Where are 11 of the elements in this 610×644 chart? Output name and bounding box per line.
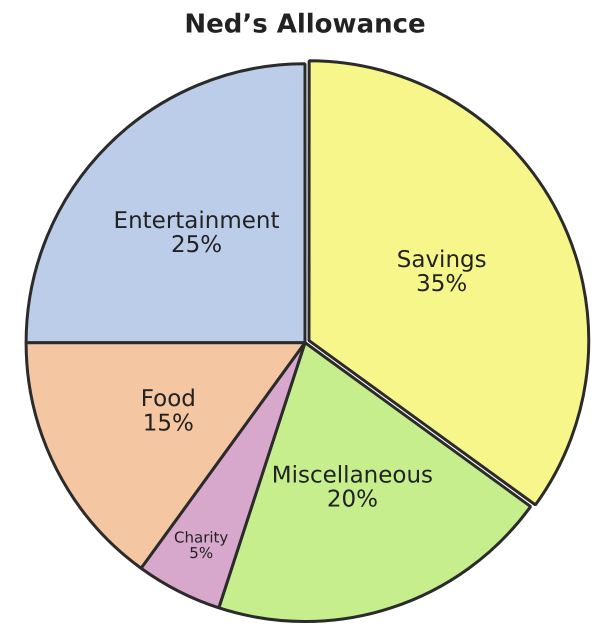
data-label: 20%: [326, 486, 378, 513]
slice-label: Entertainment: [114, 208, 280, 234]
slice-label: Miscellaneous: [272, 462, 434, 488]
slice-label: Savings: [396, 246, 487, 273]
data-label: 15%: [142, 410, 194, 436]
data-label: 5%: [189, 544, 214, 562]
data-label: 25%: [170, 232, 222, 258]
slice-label: Charity: [174, 528, 228, 546]
chart-title: Ned’s Allowance: [184, 9, 426, 40]
data-label: 35%: [416, 271, 468, 298]
slice-label: Food: [140, 386, 196, 412]
